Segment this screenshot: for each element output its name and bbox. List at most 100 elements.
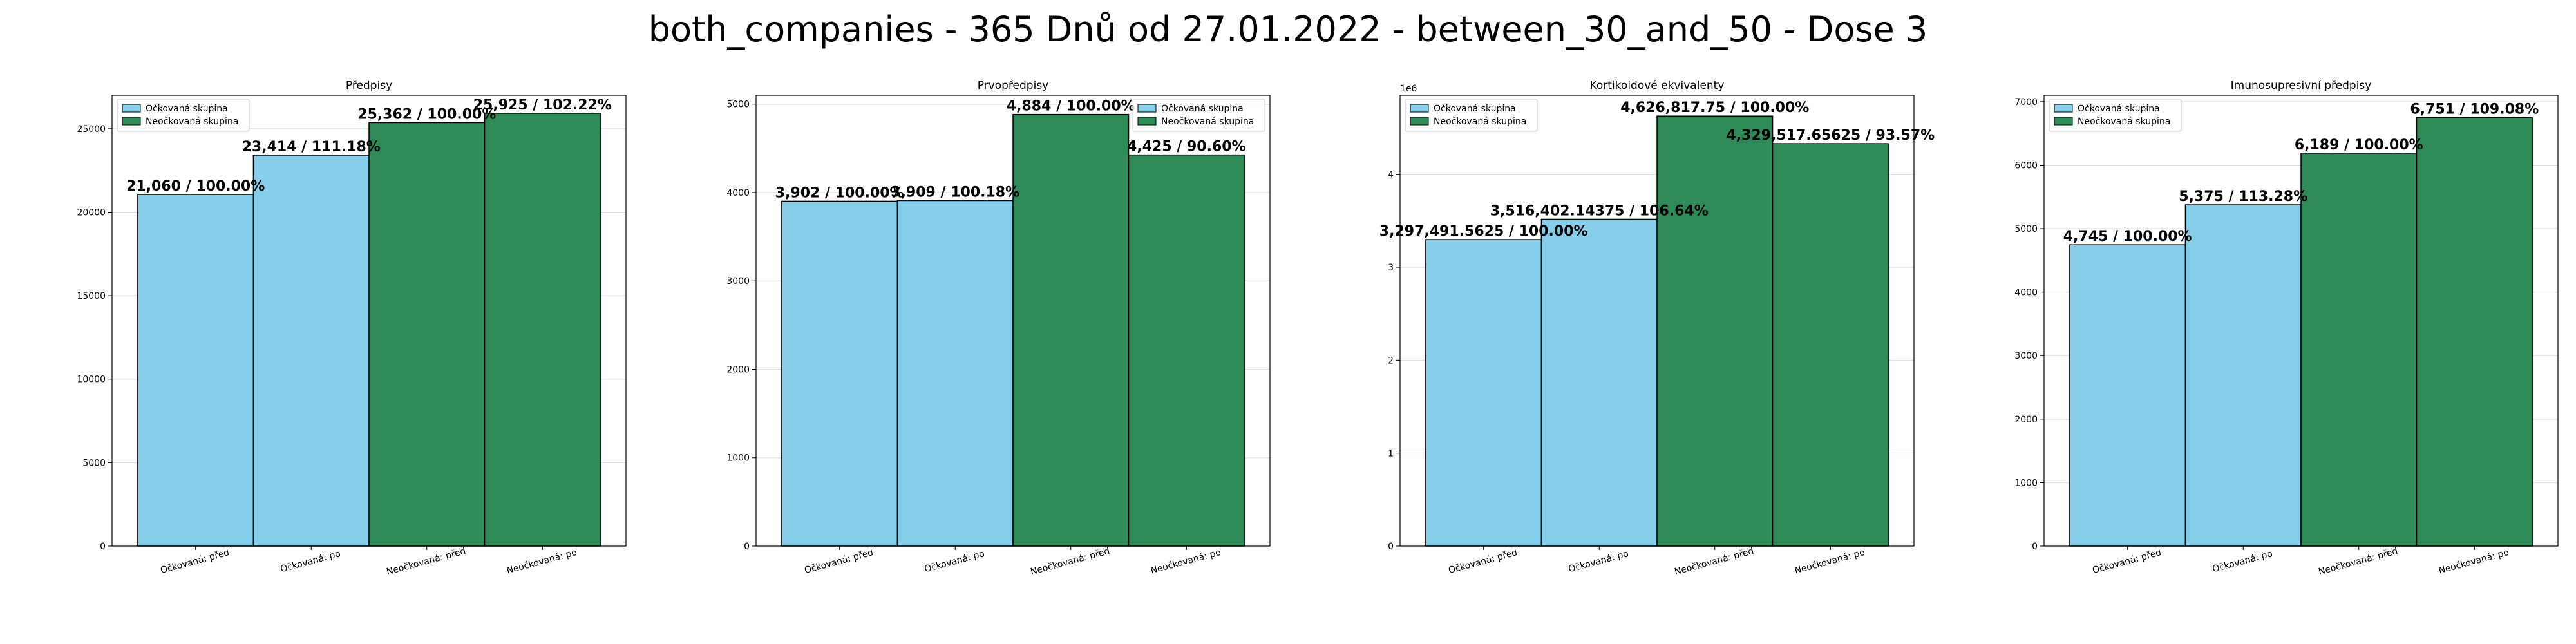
chart-0-data-label-2: 25,362 / 100.00% (357, 106, 496, 122)
chart-3-legend-label-0: Očkovaná skupina (2078, 104, 2160, 114)
chart-1-ytick-label-2: 2000 (726, 365, 750, 375)
chart-2-bar-0 (1425, 239, 1542, 547)
chart-1-ytick-label-3: 3000 (726, 276, 750, 287)
chart-1-bar-0 (781, 200, 898, 547)
chart-0-axes-frame (111, 95, 627, 547)
chart-3-legend-swatch-0 (2054, 104, 2073, 113)
chart-0-xtick-label-0: Očkovaná: před (159, 547, 231, 576)
chart-3-ytick-label-5: 5000 (2014, 224, 2038, 234)
chart-2-ytick-label-1: 1 (1388, 449, 1394, 459)
chart-panel-kortikoidove-ekvivalenty: Kortikoidové ekvivalenty 3,297,491.5625 /… (1379, 79, 1935, 577)
chart-3-ytick-label-2: 2000 (2014, 415, 2038, 425)
chart-2-ytick-label-3: 3 (1388, 263, 1394, 273)
chart-2-legend-label-1: Neočkovaná skupina (1434, 117, 1526, 127)
chart-2-legend-swatch-1 (1410, 117, 1429, 126)
chart-1-data-label-3: 4,425 / 90.60% (1127, 139, 1246, 155)
chart-0-legend: Očkovaná skupina Neočkovaná skupina (117, 99, 250, 132)
chart-0-legend-label-0: Očkovaná skupina (146, 104, 228, 114)
chart-3-ytick-label-6: 6000 (2014, 160, 2038, 171)
chart-2-xtick-label-3: Neočkovaná: po (1794, 547, 1866, 576)
chart-3-ytick-label-3: 3000 (2014, 351, 2038, 361)
chart-3-legend-box (2049, 99, 2182, 132)
chart-0-legend-box (117, 99, 250, 132)
chart-0-ytick-label-5: 25000 (77, 124, 106, 135)
chart-1-title: Prvopředpisy (978, 79, 1049, 92)
chart-0-data-label-3: 25,925 / 102.22% (473, 97, 612, 113)
chart-2-data-label-0: 3,297,491.5625 / 100.00% (1379, 223, 1588, 240)
chart-3-bar-3 (2416, 117, 2533, 547)
chart-2-data-label-3: 4,329,517.65625 / 93.57% (1726, 128, 1935, 144)
chart-3-ytick-label-7: 7000 (2014, 97, 2038, 108)
chart-1-legend-label-1: Neočkovaná skupina (1161, 117, 1254, 127)
chart-panel-prvopredpisy: Prvopředpisy 3,902 / 100.00%3,909 / 100.1… (726, 79, 1271, 577)
chart-2-bar-3 (1772, 143, 1889, 547)
chart-0-ytick-label-2: 10000 (77, 375, 106, 385)
chart-1-ytick-label-1: 1000 (726, 453, 750, 464)
chart-1-legend-box (1132, 99, 1265, 132)
chart-1-data-label-1: 3,909 / 100.18% (891, 184, 1019, 200)
chart-2-legend-label-0: Očkovaná skupina (1434, 104, 1516, 114)
chart-2-legend-box (1405, 99, 1538, 132)
chart-3-xtick-label-1: Očkovaná: po (2211, 549, 2274, 574)
chart-1-xtick-label-3: Neočkovaná: po (1150, 547, 1222, 576)
chart-3-xtick-label-3: Neočkovaná: po (2438, 547, 2510, 576)
chart-1-ytick-label-4: 4000 (726, 188, 750, 198)
chart-1-xtick-label-2: Neočkovaná: před (1029, 546, 1111, 577)
chart-0-data-label-0: 21,060 / 100.00% (126, 178, 265, 194)
chart-2-ytick-label-0: 0 (1388, 542, 1394, 552)
chart-1-legend-swatch-1 (1137, 117, 1157, 126)
chart-3-axes-frame (2043, 95, 2559, 547)
figure-title: both_companies - 365 Dnů od 27.01.2022 -… (648, 9, 1928, 50)
chart-3-ytick-label-1: 1000 (2014, 478, 2038, 488)
chart-0-bar-2 (368, 122, 486, 547)
chart-2-bar-2 (1656, 115, 1774, 547)
chart-3-data-label-3: 6,751 / 109.08% (2410, 101, 2539, 117)
chart-2-legend-swatch-0 (1410, 104, 1429, 113)
chart-panel-imunosupresivni-predpisy: Imunosupresivní předpisy 4,745 / 100.00% 5… (2014, 79, 2559, 577)
chart-0-xtick-label-2: Neočkovaná: před (385, 546, 467, 577)
chart-0-bar-0 (137, 194, 254, 547)
chart-3-ytick-label-0: 0 (2032, 542, 2038, 552)
chart-2-xtick-label-1: Očkovaná: po (1567, 549, 1630, 574)
chart-2-ytick-label-4: 4 (1388, 170, 1394, 180)
chart-3-legend-swatch-1 (2054, 117, 2073, 126)
chart-0-title: Předpisy (346, 79, 392, 92)
chart-1-ytick-label-5: 5000 (726, 100, 750, 110)
chart-3-xtick-label-0: Očkovaná: před (2091, 547, 2163, 576)
chart-0-bar-3 (484, 113, 601, 547)
chart-0-legend-swatch-1 (122, 117, 141, 126)
chart-0-data-label-1: 23,414 / 111.18% (242, 139, 381, 155)
chart-panel-predpisy: Předpisy 21,060 / 100.00% 23,414 / 111.18%… (77, 79, 627, 577)
chart-2-xtick-label-2: Neočkovaná: před (1673, 546, 1755, 577)
chart-2-axes-frame (1399, 95, 1915, 547)
chart-2-xtick-label-0: Očkovaná: před (1447, 547, 1519, 576)
chart-2-data-label-2: 4,626,817.75 / 100.00% (1620, 100, 1809, 116)
chart-2-legend: Očkovaná skupina Neočkovaná skupina (1405, 99, 1538, 132)
chart-1-data-label-0: 3,902 / 100.00% (775, 185, 904, 201)
chart-0-xtick-label-1: Očkovaná: po (279, 549, 342, 574)
chart-3-bar-2 (2300, 153, 2418, 547)
chart-1-legend: Očkovaná skupina Neočkovaná skupina (1132, 99, 1265, 132)
chart-0-legend-label-1: Neočkovaná skupina (146, 117, 238, 127)
chart-1-xtick-label-0: Očkovaná: před (803, 547, 875, 576)
chart-3-bar-0 (2069, 244, 2186, 547)
chart-0-ytick-label-3: 15000 (77, 291, 106, 301)
chart-2-bar-1 (1540, 218, 1658, 547)
chart-2-offset-label: 1e6 (1400, 84, 1417, 94)
chart-1-bar-1 (896, 200, 1014, 547)
chart-3-title: Imunosupresivní předpisy (2231, 79, 2372, 92)
chart-0-ytick-label-0: 0 (100, 542, 106, 552)
chart-3-ytick-label-4: 4000 (2014, 288, 2038, 298)
chart-3-data-label-2: 6,189 / 100.00% (2295, 137, 2423, 153)
chart-3-bar-1 (2184, 204, 2302, 547)
chart-1-data-label-2: 4,884 / 100.00% (1007, 99, 1135, 115)
chart-3-legend-label-1: Neočkovaná skupina (2078, 117, 2170, 127)
chart-1-axes-frame (755, 95, 1271, 547)
chart-2-data-label-1: 3,516,402.14375 / 106.64% (1490, 203, 1709, 219)
chart-1-bar-3 (1128, 154, 1245, 547)
chart-0-legend-swatch-0 (122, 104, 141, 113)
chart-0-ytick-label-1: 5000 (82, 458, 106, 468)
chart-2-ytick-label-2: 2 (1388, 355, 1394, 366)
chart-1-legend-label-0: Očkovaná skupina (1161, 104, 1244, 114)
chart-3-legend: Očkovaná skupina Neočkovaná skupina (2049, 99, 2182, 132)
